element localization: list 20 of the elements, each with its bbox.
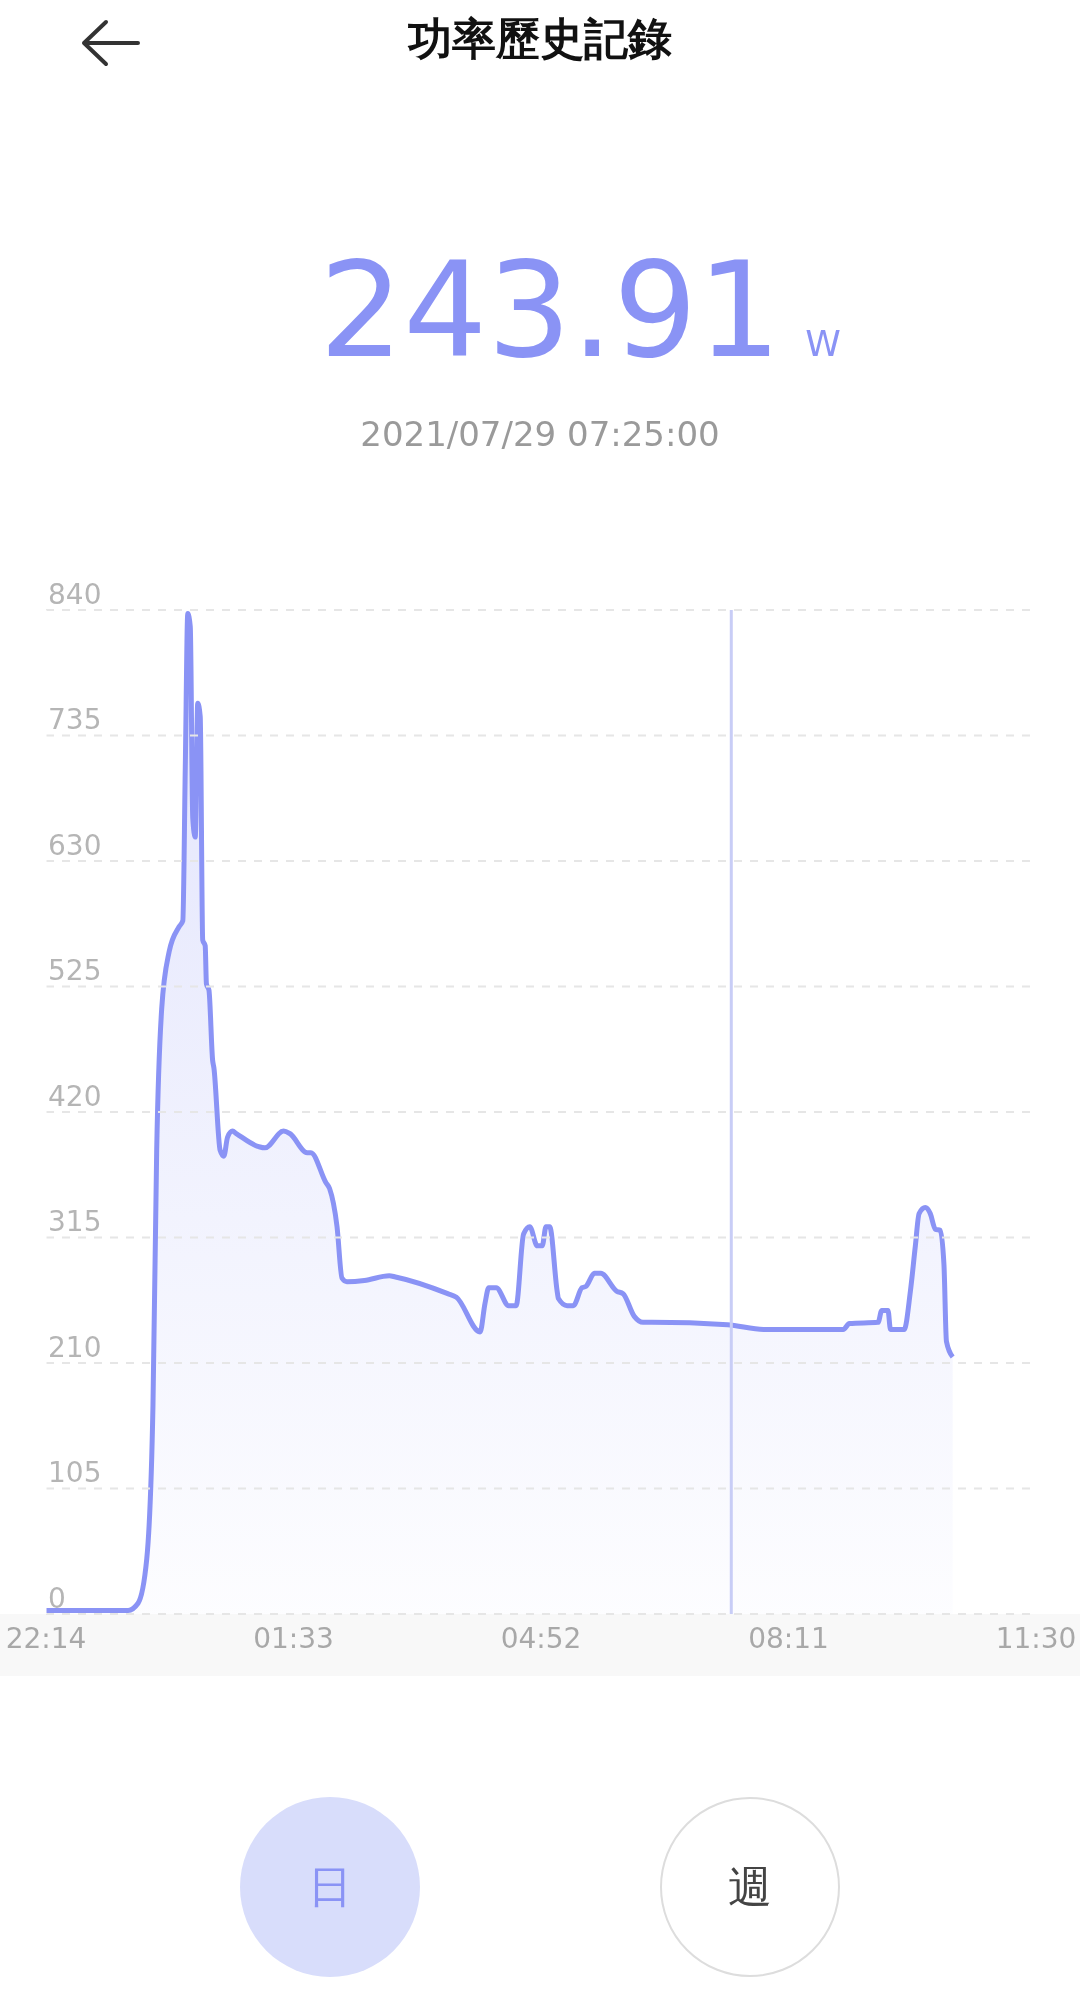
x-tick-label: 11:30: [995, 1621, 1077, 1655]
day-button: 日: [240, 1797, 420, 1977]
chart-title: 功率歷史記錄: [407, 12, 673, 66]
y-tick-label: 420: [48, 1079, 102, 1113]
x-tick-label: 01:33: [253, 1621, 334, 1655]
y-tick-label: 630: [48, 828, 102, 862]
y-tick-label: 840: [48, 577, 102, 611]
x-tick-label: 04:52: [500, 1621, 582, 1655]
y-tick-label: 315: [48, 1205, 102, 1239]
y-tick-label: 210: [48, 1330, 102, 1364]
y-tick-label: 735: [48, 703, 102, 737]
y-tick-label: 0: [48, 1581, 66, 1615]
text: W: [805, 323, 841, 364]
text: 2021/07/29 07:25:00: [359, 414, 721, 454]
text: 243.91: [319, 233, 782, 387]
x-tick-label: 22:14: [5, 1621, 87, 1655]
week-button: 週: [660, 1797, 840, 1977]
y-tick-label: 105: [48, 1456, 102, 1490]
y-tick-label: 525: [48, 954, 102, 988]
x-tick-label: 08:11: [748, 1621, 829, 1655]
